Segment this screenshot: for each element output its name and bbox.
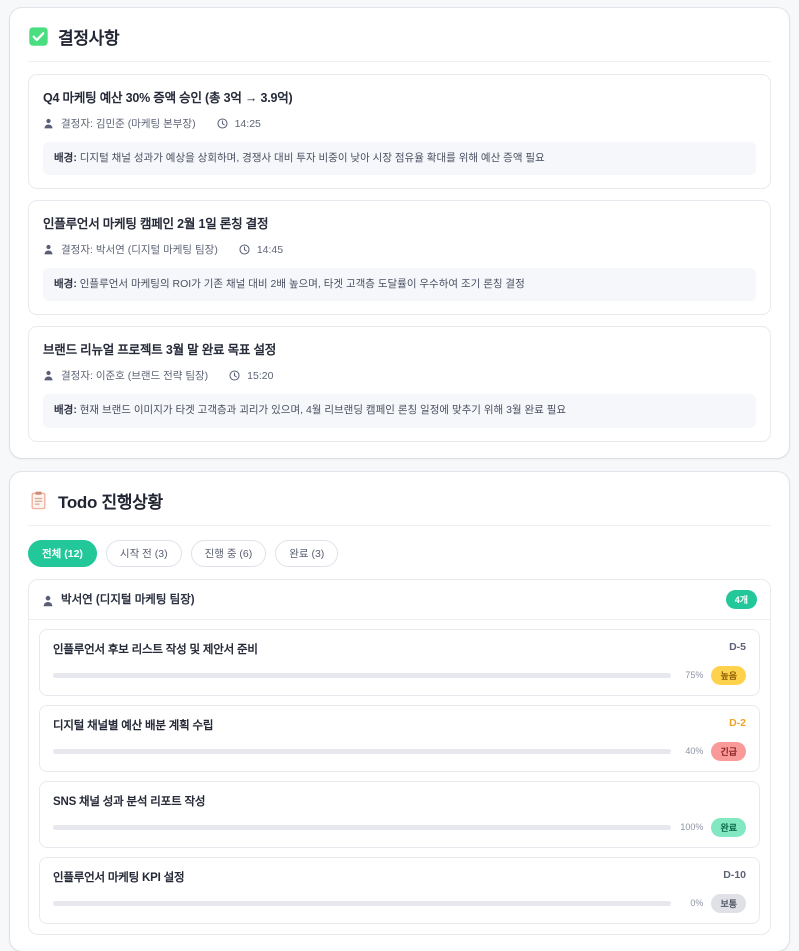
priority-badge: 완료 [711,817,746,837]
person-group-header[interactable]: 박서연 (디지털 마케팅 팀장) 4개 [29,580,770,620]
decision-decider: 결정자: 이준호 (브랜드 전략 팀장) [61,370,209,383]
task-name: 인플루언서 마케팅 KPI 설정 [53,871,185,884]
progress-bar-track [53,900,672,906]
clock-icon [217,118,228,129]
decision-title: 인플루언서 마케팅 캠페인 2월 1일 론칭 결정 [43,217,269,232]
decisions-list: Q4 마케팅 예산 30% 증액 승인 (총 3억 → 3.9억) 결정자: 김… [28,62,771,442]
task-progress-row: 40% 긴급 [53,741,746,761]
decision-card[interactable]: Q4 마케팅 예산 30% 증액 승인 (총 3억 → 3.9억) 결정자: 김… [28,74,771,190]
priority-badge: 긴급 [711,741,746,761]
task-dday: D-10 [723,868,746,881]
decision-background-text: 인플루언서 마케팅의 ROI가 기존 채널 대비 2배 높으며, 타겟 고객층 … [79,278,525,291]
decision-time: 14:25 [234,117,261,130]
task-dday: D-5 [729,640,746,653]
decision-background-label: 배경: [54,404,77,417]
decision-background: 배경: 현재 브랜드 이미지가 타겟 고객층과 괴리가 있으며, 4월 리브랜딩… [43,394,756,428]
clipboard-icon [28,490,49,511]
task-count-badge: 4개 [725,589,757,609]
decision-title: 브랜드 리뉴얼 프로젝트 3월 말 완료 목표 설정 [43,343,277,358]
progress-percent: 40% [685,746,704,757]
decision-decider: 결정자: 김민준 (마케팅 본부장) [61,118,196,130]
task-progress-row: 0% 보통 [53,893,746,913]
person-name: 박서연 (디지털 마케팅 팀장) [61,594,195,607]
task-header: 디지털 채널별 예산 배분 계획 수립 D-2 [53,717,746,733]
filter-chip-done[interactable]: 완료 (3) [275,539,339,567]
decisions-panel: 결정사항 Q4 마케팅 예산 30% 증액 승인 (총 3억 → 3.9억) 결… [10,8,789,458]
decision-background: 배경: 디지털 채널 성과가 예상을 상회하며, 경쟁사 대비 투자 비중이 낮… [43,142,756,176]
decision-meta: 결정자: 이준호 (브랜드 전략 팀장) 15:20 [43,368,756,383]
decision-meta: 결정자: 박서연 (디지털 마케팅 팀장) 14:45 [43,242,756,257]
clock-icon [229,370,240,381]
decisions-title: 결정사항 [58,29,120,48]
task-item[interactable]: 인플루언서 후보 리스트 작성 및 제안서 준비 D-5 75% 높음 [39,628,760,696]
todo-title: Todo 진행상황 [58,492,163,512]
decision-card[interactable]: 인플루언서 마케팅 캠페인 2월 1일 론칭 결정 결정자: 박서연 (디지털 … [28,200,771,316]
decision-background-text: 디지털 채널 성과가 예상을 상회하며, 경쟁사 대비 투자 비중이 낮아 시장… [79,152,545,164]
task-header: 인플루언서 후보 리스트 작성 및 제안서 준비 D-5 [53,641,746,657]
task-dday: D-2 [729,716,746,729]
task-list: 인플루언서 후보 리스트 작성 및 제안서 준비 D-5 75% 높음 디지털 [29,620,770,934]
progress-bar-track [53,748,672,754]
decision-card[interactable]: 브랜드 리뉴얼 프로젝트 3월 말 완료 목표 설정 결정자: 이준호 (브랜드… [28,326,771,442]
person-icon [43,244,54,255]
decision-time: 15:20 [247,369,274,382]
decisions-panel-header: 결정사항 [28,22,771,62]
decision-background: 배경: 인플루언서 마케팅의 ROI가 기존 채널 대비 2배 높으며, 타겟 … [43,268,756,302]
clock-icon [239,244,250,255]
decision-background-label: 배경: [54,278,77,291]
progress-percent: 75% [685,670,704,681]
task-item[interactable]: 인플루언서 마케팅 KPI 설정 D-10 0% 보통 [39,856,760,924]
decision-decider: 결정자: 박서연 (디지털 마케팅 팀장) [61,244,218,257]
decision-time: 14:45 [256,243,284,256]
task-name: SNS 채널 성과 분석 리포트 작성 [53,795,206,808]
todo-panel: Todo 진행상황 전체 (12) 시작 전 (3) 진행 중 (6) 완료 (… [10,471,789,951]
task-name: 디지털 채널별 예산 배분 계획 수립 [53,719,214,732]
priority-badge: 높음 [711,665,746,685]
filter-chip-not-started[interactable]: 시작 전 (3) [105,539,182,567]
decision-meta: 결정자: 김민준 (마케팅 본부장) 14:25 [43,116,756,131]
priority-badge: 보통 [711,893,746,913]
task-header: SNS 채널 성과 분석 리포트 작성 [53,793,746,809]
progress-percent: 0% [690,898,704,909]
task-progress-row: 100% 완료 [53,817,746,837]
check-square-icon [28,26,49,47]
person-icon [43,370,54,381]
todo-panel-header: Todo 진행상황 [28,486,771,526]
task-progress-row: 75% 높음 [53,665,746,685]
progress-bar-track [53,824,672,830]
filter-chip-in-progress[interactable]: 진행 중 (6) [190,539,267,567]
decision-background-label: 배경: [54,152,77,164]
filter-chip-all[interactable]: 전체 (12) [28,539,97,567]
task-name: 인플루언서 후보 리스트 작성 및 제안서 준비 [53,643,258,656]
person-group-identity: 박서연 (디지털 마케팅 팀장) [42,591,195,607]
progress-bar-track [53,672,672,678]
progress-percent: 100% [680,822,704,833]
task-item[interactable]: 디지털 채널별 예산 배분 계획 수립 D-2 40% 긴급 [39,704,760,772]
task-item[interactable]: SNS 채널 성과 분석 리포트 작성 100% 완료 [39,780,760,848]
decision-background-text: 현재 브랜드 이미지가 타겟 고객층과 괴리가 있으며, 4월 리브랜딩 캠페인… [79,404,567,417]
decision-title: Q4 마케팅 예산 30% 증액 승인 (총 3억 → 3.9억) [43,91,293,105]
todo-filter-chips: 전체 (12) 시작 전 (3) 진행 중 (6) 완료 (3) [28,526,771,579]
person-group: 박서연 (디지털 마케팅 팀장) 4개 인플루언서 후보 리스트 작성 및 제안… [28,578,771,935]
person-icon [42,594,53,606]
person-icon [43,118,54,129]
task-header: 인플루언서 마케팅 KPI 설정 D-10 [53,869,746,885]
